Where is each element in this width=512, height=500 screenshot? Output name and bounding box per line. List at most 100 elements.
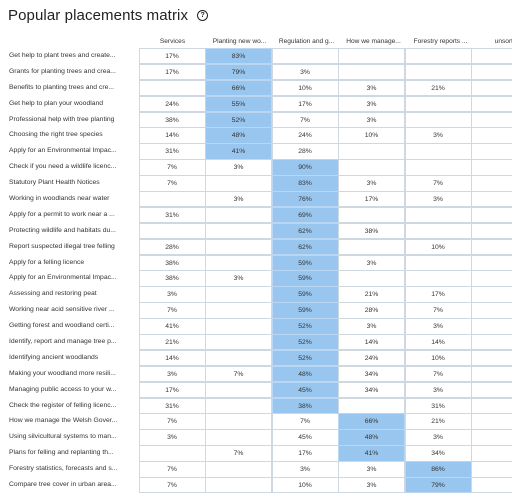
matrix-cell <box>205 477 272 494</box>
matrix-cell: 21% <box>404 413 472 430</box>
matrix-cell <box>471 286 512 303</box>
matrix-cell <box>205 381 272 399</box>
matrix-cell <box>404 63 472 81</box>
matrix-cell: 7% <box>205 365 272 383</box>
matrix-cell: 7% <box>138 477 206 494</box>
column-header[interactable]: Regulation and g... <box>278 38 335 45</box>
row-label[interactable]: Professional help with tree planting <box>9 115 115 123</box>
matrix-cell <box>205 286 272 303</box>
matrix-row: Making your woodland more resili... 3% 7% 4… <box>9 365 512 383</box>
matrix-cell: 52% <box>271 334 339 351</box>
matrix-row: Apply for an Environmental Impac... 38% 3%… <box>9 270 512 287</box>
row-label[interactable]: Identifying ancient woodlands <box>9 353 99 361</box>
row-label[interactable]: Plans for felling and replanting th... <box>9 449 114 457</box>
matrix-cell: 3% <box>271 461 339 478</box>
matrix-row: Benefits to planting trees and cre... 66%… <box>9 79 512 97</box>
matrix-cell <box>471 111 512 128</box>
row-label[interactable]: Apply for an Environmental Impac... <box>9 147 117 155</box>
matrix-row: Get help to plant trees and create... 17%… <box>9 48 512 65</box>
column-header[interactable]: unsorted <box>494 38 512 45</box>
column-header[interactable]: Planting new wo... <box>212 38 267 45</box>
matrix-cell: 45% <box>271 381 339 399</box>
matrix-cell: 52% <box>271 349 339 367</box>
matrix-cell: 10% <box>271 477 339 494</box>
row-label[interactable]: Assessing and restoring peat <box>9 290 97 298</box>
matrix-row: Managing public access to your w... 17% 45… <box>9 381 512 399</box>
matrix-cell <box>205 349 272 367</box>
matrix-cell: 3% <box>404 429 472 446</box>
matrix-cell: 17% <box>138 381 206 399</box>
row-label[interactable]: Get help to plan your woodland <box>9 99 104 107</box>
row-label[interactable]: Check the register of felling licenc... <box>9 401 117 409</box>
matrix-cell: 17% <box>138 63 206 81</box>
matrix-cell: 3% <box>404 191 472 208</box>
matrix-cell: 7% <box>404 365 472 383</box>
matrix-cell: 31% <box>404 397 472 414</box>
row-label[interactable]: Working in woodlands near water <box>9 195 110 203</box>
row-label[interactable]: Report suspected illegal tree felling <box>9 242 115 250</box>
row-label[interactable]: Apply for an Environmental Impac... <box>9 274 117 282</box>
matrix-cell: 3% <box>338 461 405 478</box>
matrix-cell <box>205 222 272 240</box>
row-label[interactable]: Forestry statistics, forecasts and s... <box>9 465 118 473</box>
matrix-cell <box>338 143 405 160</box>
matrix-cell <box>205 206 272 224</box>
row-label[interactable]: Working near acid sensitive river ... <box>9 306 115 314</box>
page-title: Popular placements matrix <box>8 6 189 24</box>
matrix-cell <box>338 63 405 81</box>
column-header[interactable]: How we manage... <box>346 38 401 45</box>
matrix-cell <box>471 159 512 176</box>
matrix-row: Identifying ancient woodlands 14% 52% 24% 10… <box>9 349 512 367</box>
matrix-cell <box>471 191 512 208</box>
matrix-row: Assessing and restoring peat 3% 59% 21% 17% <box>9 286 512 303</box>
matrix-cell: 3% <box>138 365 206 383</box>
column-header[interactable]: Services <box>159 38 186 45</box>
matrix-cell <box>404 95 472 113</box>
row-label[interactable]: Get help to plant trees and create... <box>9 52 116 59</box>
row-label[interactable]: Making your woodland more resili... <box>9 369 116 377</box>
row-label[interactable]: Apply for a felling licence <box>9 258 85 266</box>
matrix-cell: 3% <box>404 318 472 335</box>
matrix-cell: 3% <box>138 429 206 446</box>
matrix-cell <box>205 254 272 271</box>
matrix-cell: 7% <box>138 159 206 176</box>
matrix-cell: 7% <box>138 461 206 478</box>
row-label[interactable]: Check if you need a wildlife licenc... <box>9 163 117 171</box>
matrix-cell: 7% <box>271 111 339 128</box>
matrix-cell: 69% <box>271 206 339 224</box>
matrix-cell: 79% <box>205 63 272 81</box>
matrix-row: Protecting wildlife and habitats du... 62… <box>9 222 512 240</box>
row-label[interactable]: Protecting wildlife and habitats du... <box>9 226 116 234</box>
matrix-cell: 24% <box>271 127 339 144</box>
row-label[interactable]: Compare tree cover in urban area... <box>9 481 117 489</box>
row-label[interactable]: Identify, report and manage tree p... <box>9 338 117 346</box>
row-label[interactable]: Using silvicultural systems to man... <box>9 433 117 441</box>
matrix-cell: 41% <box>338 445 405 462</box>
help-icon[interactable]: ? <box>197 9 209 21</box>
row-label[interactable]: Apply for a permit to work near a ... <box>9 210 115 218</box>
matrix-cell <box>205 302 272 319</box>
row-label[interactable]: Managing public access to your w... <box>9 385 117 393</box>
column-header[interactable]: Forestry reports ... <box>413 38 468 45</box>
matrix-cell: 10% <box>271 79 339 97</box>
matrix-cell: 52% <box>271 318 339 335</box>
matrix-cell: 3% <box>404 381 472 399</box>
matrix-cell: 3% <box>205 270 272 287</box>
matrix-cell: 7% <box>404 175 472 192</box>
row-label[interactable]: Choosing the right tree species <box>9 131 103 139</box>
matrix-cell <box>404 48 472 65</box>
row-label[interactable]: Benefits to planting trees and cre... <box>9 83 115 91</box>
row-label[interactable]: How we manage the Welsh Gover... <box>9 417 118 425</box>
row-label[interactable]: Statutory Plant Health Notices <box>9 179 100 187</box>
matrix-cell: 21% <box>338 286 405 303</box>
matrix-cell <box>205 175 272 192</box>
row-label[interactable]: Grants for planting trees and crea... <box>9 67 116 75</box>
matrix-cell: 3% <box>338 95 405 113</box>
matrix-cell: 3% <box>338 254 405 271</box>
matrix-row: Apply for an Environmental Impac... 31% 41… <box>9 143 512 160</box>
matrix-cell: 7% <box>404 302 472 319</box>
matrix-cell <box>471 445 512 462</box>
row-label[interactable]: Getting forest and woodland certi... <box>9 322 115 330</box>
matrix-cell: 14% <box>138 349 206 367</box>
matrix-cell: 7% <box>138 302 206 319</box>
